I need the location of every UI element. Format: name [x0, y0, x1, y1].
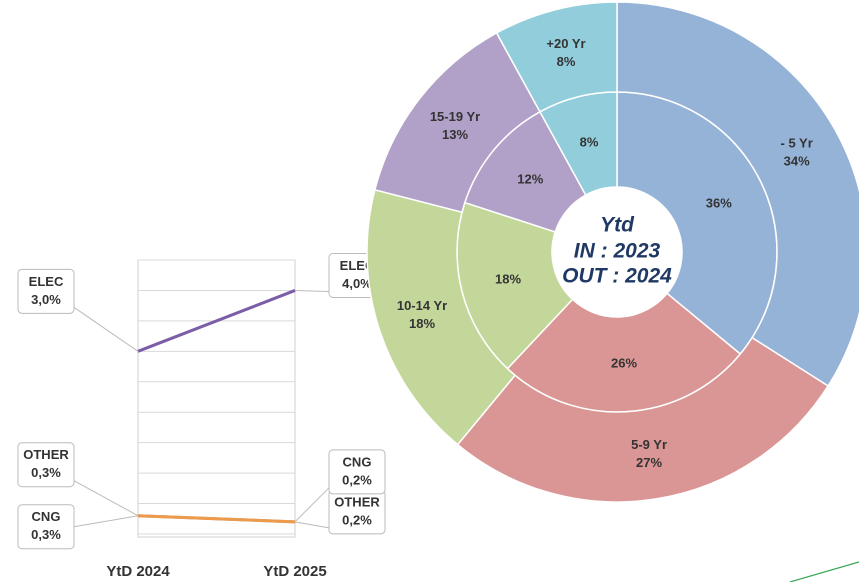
data-label: 26%: [611, 356, 637, 371]
data-label: 34%: [784, 154, 810, 169]
donut-segment: [495, 1, 618, 113]
callout-pointer: [294, 487, 330, 523]
data-label-name: OTHER: [23, 447, 69, 462]
callout-pointer: [294, 289, 330, 292]
segment-category: 5-9 Yr: [631, 437, 667, 452]
decoration: [789, 561, 859, 582]
data-label: 8%: [557, 54, 576, 69]
data-label: 0,3%: [31, 465, 61, 480]
callout-box: [17, 268, 75, 314]
data-label-name: OTHER: [334, 494, 380, 509]
segment-category: 10-14 Yr: [397, 298, 447, 313]
donut-segment: [616, 1, 859, 387]
x-tick-label: YtD 2024: [106, 563, 170, 580]
series-line: [137, 289, 296, 353]
data-label-name: CNG: [343, 454, 372, 469]
callout-pointer: [294, 521, 330, 529]
plot-area: [137, 259, 296, 538]
data-label: 0,2%: [342, 512, 372, 527]
data-label: 13%: [442, 127, 468, 142]
data-label: 18%: [495, 271, 521, 286]
data-label-name: ELEC: [340, 258, 375, 273]
series-line: [137, 514, 296, 524]
callout-pointer: [73, 306, 139, 352]
data-label: 0,2%: [342, 472, 372, 487]
segment-category: +20 Yr: [546, 36, 585, 51]
data-label-name: CNG: [32, 509, 61, 524]
data-label: 8%: [580, 134, 599, 149]
callout-box: [328, 449, 386, 495]
data-label: 4,0%: [342, 276, 372, 291]
center-title: Ytd: [600, 214, 635, 237]
data-label: 18%: [409, 316, 435, 331]
callout-box: [17, 504, 75, 550]
callout-box: [17, 442, 75, 488]
data-label: 27%: [636, 455, 662, 470]
center-series-name: IN : 2023: [574, 240, 661, 263]
callout-pointer: [73, 480, 139, 517]
data-label: 0,3%: [31, 527, 61, 542]
data-label: 12%: [517, 172, 543, 187]
x-tick-label: YtD 2025: [263, 563, 326, 580]
data-label: 36%: [706, 196, 732, 211]
data-label-name: ELEC: [29, 274, 64, 289]
donut-segment: [456, 336, 830, 503]
segment-category: 15-19 Yr: [430, 109, 480, 124]
data-label: 3,0%: [31, 292, 61, 307]
callout-pointer: [73, 515, 139, 528]
center-series-name: OUT : 2024: [562, 265, 672, 288]
segment-category: - 5 Yr: [781, 136, 813, 151]
